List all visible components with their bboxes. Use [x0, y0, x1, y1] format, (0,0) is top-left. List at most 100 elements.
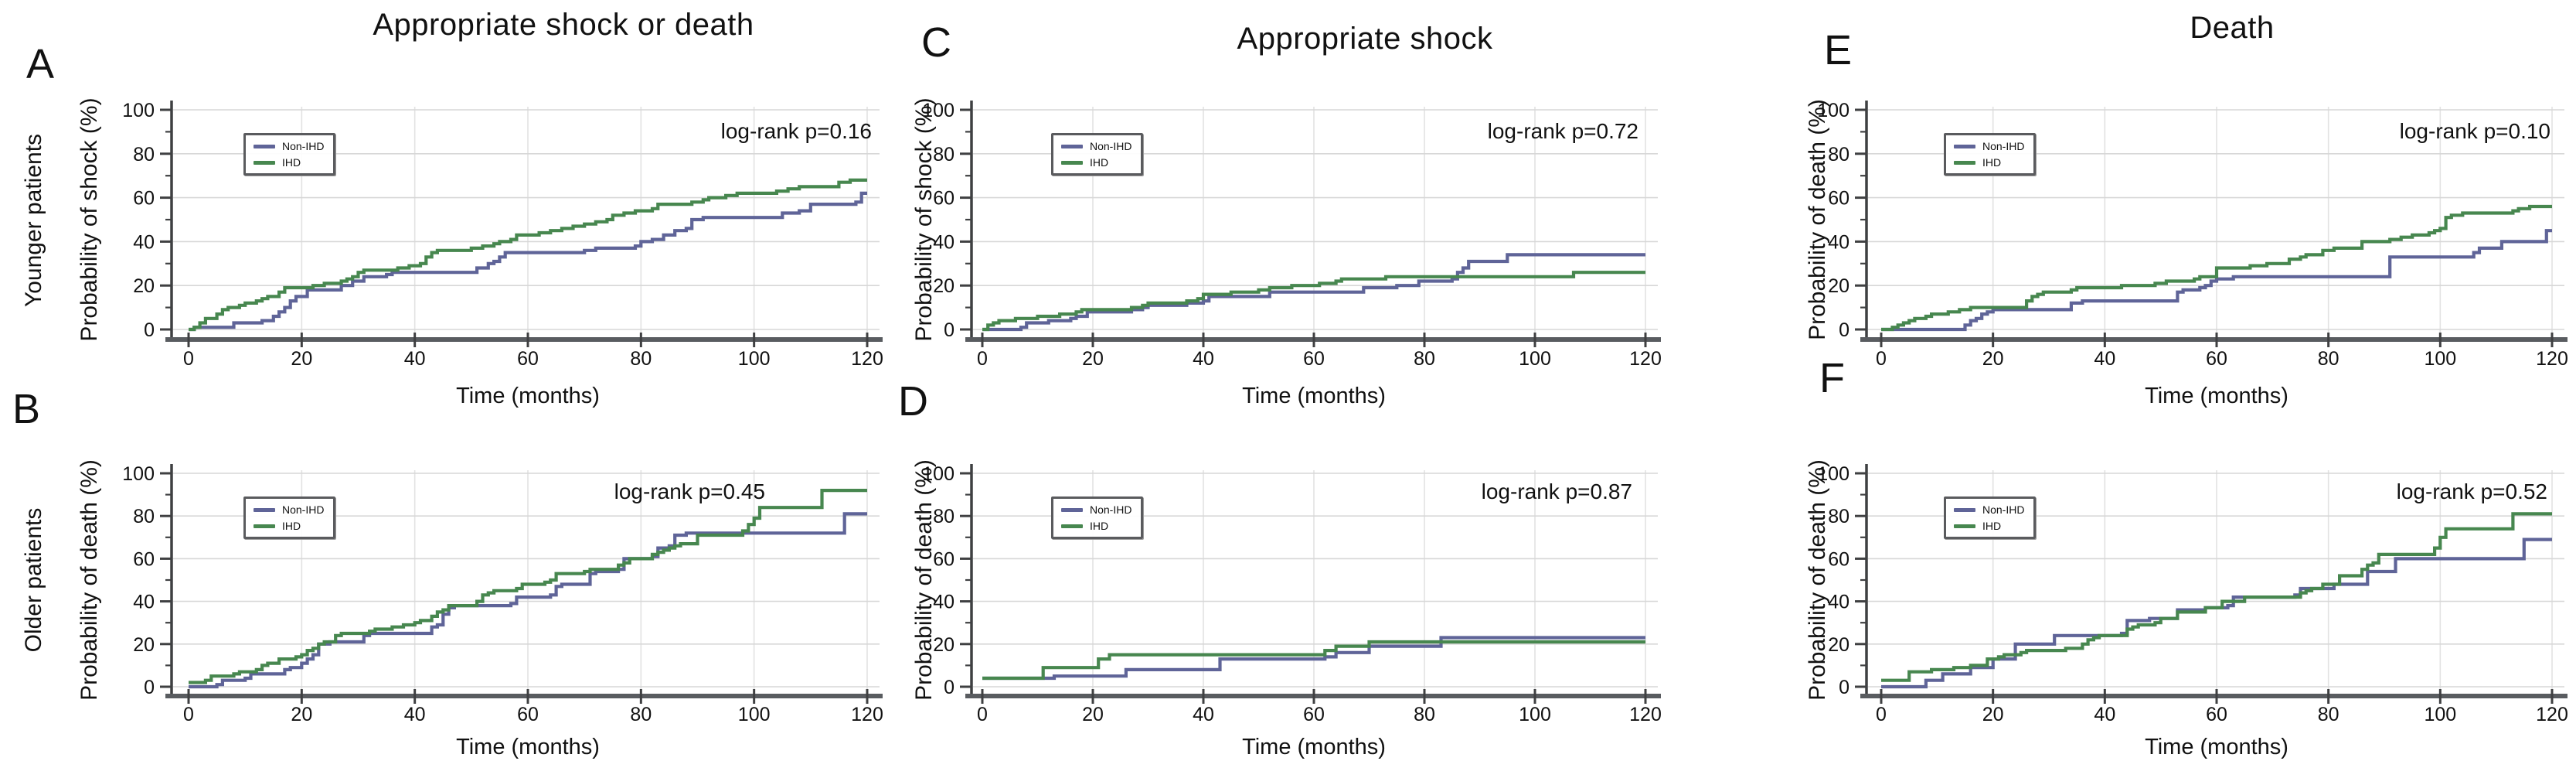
y-tick-label: 20: [133, 634, 155, 656]
y-tick-label: 60: [1828, 548, 1849, 570]
legend-box: Non-IHD IHD: [1944, 133, 2037, 176]
y-tick-label: 100: [922, 100, 955, 121]
column-title-appropriate-shock-or-death: Appropriate shock or death: [373, 8, 754, 42]
x-axis-label: Time (months): [456, 384, 600, 408]
km-curve-non-ihd: [189, 191, 867, 332]
y-tick-label: 100: [122, 100, 155, 121]
legend-entry-non-ihd: Non-IHD: [254, 141, 324, 152]
y-tick-label: 80: [133, 144, 155, 165]
legend-box: Non-IHD IHD: [1944, 496, 2037, 539]
x-tick-label: 100: [1519, 704, 1551, 725]
log-rank-p-value: log-rank p=0.72: [1487, 119, 1638, 143]
non-ihd-line-swatch: [1061, 144, 1083, 148]
x-tick-label: 60: [2206, 348, 2227, 370]
legend-label: Non-IHD: [1090, 140, 1132, 152]
y-axis-label: Probability of death (%): [1805, 459, 1830, 701]
y-tick-label: 0: [944, 677, 955, 698]
y-tick-label: 40: [1828, 592, 1849, 613]
legend-entry-ihd: IHD: [1954, 520, 2024, 531]
legend-entry-non-ihd: Non-IHD: [254, 504, 324, 515]
panel-letter-a: A: [26, 41, 55, 87]
x-tick-label: 40: [404, 704, 426, 725]
x-tick-label: 20: [1082, 704, 1104, 725]
legend-entry-non-ihd: Non-IHD: [1061, 504, 1131, 515]
legend-label: IHD: [1090, 520, 1109, 532]
legend-entry-ihd: IHD: [254, 520, 324, 531]
x-tick-label: 0: [977, 348, 988, 370]
legend-entry-non-ihd: Non-IHD: [1954, 141, 2024, 152]
x-tick-label: 80: [630, 704, 652, 725]
non-ihd-line-swatch: [254, 507, 275, 512]
x-tick-label: 100: [2424, 704, 2456, 725]
y-tick-label: 20: [1828, 275, 1849, 297]
ihd-line-swatch: [1954, 524, 1975, 528]
km-curve-ihd: [982, 640, 1645, 681]
y-tick-label: 20: [933, 275, 955, 297]
x-tick-label: 0: [183, 348, 194, 370]
y-tick-label: 0: [144, 677, 155, 698]
non-ihd-line-swatch: [1954, 144, 1975, 148]
x-tick-label: 40: [2094, 348, 2115, 370]
log-rank-p-value: log-rank p=0.16: [720, 119, 872, 143]
x-tick-label: 60: [2206, 704, 2227, 725]
legend-box: Non-IHD IHD: [1051, 496, 1144, 539]
km-curve-non-ihd: [1881, 229, 2552, 332]
y-tick-label: 0: [944, 319, 955, 341]
y-tick-label: 100: [1817, 463, 1849, 485]
km-curve-ihd: [189, 489, 867, 684]
km-curve-non-ihd: [982, 636, 1645, 681]
x-tick-label: 20: [1082, 348, 1104, 370]
km-curve-non-ihd: [982, 253, 1645, 332]
x-tick-label: 80: [2318, 348, 2339, 370]
km-curve-ihd: [1881, 204, 2552, 332]
x-tick-label: 120: [851, 348, 883, 370]
x-axis-label: Time (months): [1242, 735, 1386, 759]
x-axis-label: Time (months): [456, 735, 600, 759]
legend-label: IHD: [282, 156, 301, 169]
panel-letter-b: B: [12, 386, 41, 432]
x-axis-label: Time (months): [1242, 384, 1386, 408]
x-tick-label: 0: [183, 704, 194, 725]
column-title-appropriate-shock: Appropriate shock: [1237, 22, 1493, 56]
x-axis-label: Time (months): [2145, 384, 2288, 408]
x-tick-label: 40: [2094, 704, 2115, 725]
panel-letter-c: C: [921, 19, 951, 66]
y-tick-label: 20: [933, 634, 955, 656]
legend-entry-non-ihd: Non-IHD: [1954, 504, 2024, 515]
panel-letter-e: E: [1824, 27, 1853, 73]
legend-label: IHD: [1090, 156, 1109, 169]
y-axis-label: Probability of shock (%): [77, 97, 102, 342]
y-tick-label: 80: [1828, 144, 1849, 165]
row-label-older-patients: Older patients: [21, 507, 46, 653]
ihd-line-swatch: [1061, 524, 1083, 528]
non-ihd-line-swatch: [254, 144, 275, 148]
log-rank-p-value: log-rank p=0.10: [2399, 119, 2550, 143]
log-rank-p-value: log-rank p=0.45: [614, 479, 765, 503]
x-tick-label: 0: [1876, 348, 1887, 370]
y-tick-label: 100: [122, 463, 155, 485]
x-tick-label: 20: [291, 348, 312, 370]
y-axis-label: Probability of death (%): [911, 459, 937, 701]
y-tick-label: 80: [1828, 506, 1849, 527]
legend-label: IHD: [1982, 156, 2002, 169]
legend-entry-non-ihd: Non-IHD: [1061, 141, 1131, 152]
log-rank-p-value: log-rank p=0.87: [1481, 479, 1632, 503]
x-tick-label: 80: [1414, 348, 1435, 370]
y-tick-label: 20: [1828, 634, 1849, 656]
y-tick-label: 40: [933, 231, 955, 253]
legend-box: Non-IHD IHD: [243, 496, 336, 539]
x-tick-label: 100: [1519, 348, 1551, 370]
y-tick-label: 40: [133, 592, 155, 613]
x-tick-label: 100: [738, 348, 771, 370]
y-tick-label: 0: [1839, 319, 1849, 341]
x-tick-label: 120: [1629, 348, 1662, 370]
y-tick-label: 100: [922, 463, 955, 485]
x-tick-label: 80: [1414, 704, 1435, 725]
column-title-death: Death: [2190, 11, 2275, 45]
x-tick-label: 100: [738, 704, 771, 725]
x-tick-label: 40: [1193, 348, 1214, 370]
x-tick-label: 0: [1876, 704, 1887, 725]
legend-entry-ihd: IHD: [1061, 157, 1131, 168]
